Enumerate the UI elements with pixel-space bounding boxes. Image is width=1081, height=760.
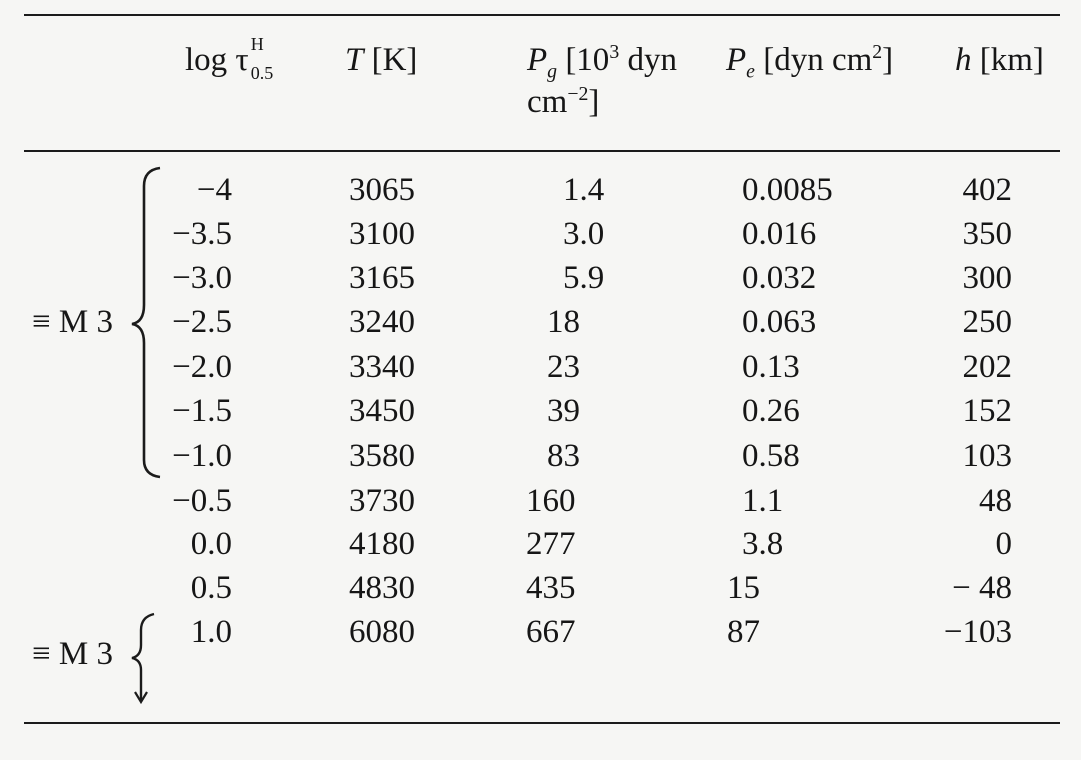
header-tau-sub: 0.5: [250, 63, 274, 83]
header-temperature: T [K]: [345, 40, 417, 80]
cell-log-tau: 1.0: [190, 614, 232, 650]
lower-curly-brace: [131, 612, 155, 700]
header-Pg-var: P: [527, 42, 548, 78]
cell-log-tau: 0.0: [190, 526, 232, 562]
cell-h: 0: [995, 526, 1013, 562]
cell-log-tau: −3.0: [172, 260, 232, 296]
cell-h: 300: [962, 260, 1013, 296]
cell-Pg: 667: [526, 614, 576, 650]
cell-Pe: 87: [727, 614, 760, 650]
header-Pe-sub: e: [746, 60, 755, 83]
down-arrow-icon: [134, 691, 148, 705]
cell-h: 350: [962, 216, 1013, 252]
cell-Pe: 0.032: [742, 260, 817, 296]
header-Pe-var: P: [726, 42, 747, 78]
header-gas-pressure: Pg [103 dyn: [527, 40, 677, 83]
cell-log-tau: −0.5: [172, 483, 232, 519]
header-height: h [km]: [955, 40, 1044, 80]
header-h-unit: [km]: [971, 42, 1044, 78]
cell-Pg: 23: [547, 349, 580, 385]
cell-T: 3450: [349, 393, 415, 429]
cell-Pe: 15: [727, 570, 760, 606]
cell-h: 202: [962, 349, 1013, 385]
cell-T: 3240: [349, 304, 415, 340]
cell-T: 6080: [349, 614, 415, 650]
header-h-var: h: [955, 42, 972, 78]
group-label-upper: ≡ M 3: [32, 304, 113, 340]
cell-Pe: 3.8: [742, 526, 784, 562]
cell-log-tau: −2.0: [172, 349, 232, 385]
header-Pg-unit1: [10: [557, 42, 610, 78]
header-Pe-sup: 2: [872, 41, 883, 63]
cell-Pe: 0.13: [742, 349, 800, 385]
top-rule: [24, 14, 1060, 16]
header-Pe-close: ]: [882, 42, 894, 78]
header-Pg-cm: cm: [527, 84, 568, 120]
cell-Pg: 1.4: [563, 172, 605, 208]
header-gas-pressure-line2: cm−2]: [527, 82, 599, 122]
cell-h: 402: [962, 172, 1013, 208]
header-Pg-cm-sup: −2: [567, 83, 589, 105]
cell-log-tau: −1.0: [172, 438, 232, 474]
cell-T: 3340: [349, 349, 415, 385]
cell-Pg: 18: [547, 304, 580, 340]
cell-T: 3730: [349, 483, 415, 519]
upper-curly-brace: [131, 166, 161, 479]
cell-Pe: 0.016: [742, 216, 817, 252]
header-T-unit: [K]: [363, 42, 418, 78]
cell-Pg: 83: [547, 438, 580, 474]
cell-Pg: 3.0: [563, 216, 605, 252]
cell-T: 3100: [349, 216, 415, 252]
header-tau-sup: H: [250, 34, 264, 54]
cell-T: 3580: [349, 438, 415, 474]
bottom-rule: [24, 722, 1060, 724]
header-log-tau-text: log τ: [185, 42, 249, 78]
header-Pe-unit: [dyn cm: [754, 42, 873, 78]
cell-Pg: 5.9: [563, 260, 605, 296]
cell-h: 48: [979, 483, 1012, 519]
cell-h: − 48: [952, 570, 1012, 606]
cell-Pg: 160: [526, 483, 576, 519]
cell-T: 3165: [349, 260, 415, 296]
group-label-lower: ≡ M 3: [32, 636, 113, 672]
cell-T: 3065: [349, 172, 415, 208]
header-Pg-close: ]: [588, 84, 600, 120]
cell-h: 152: [962, 393, 1013, 429]
cell-Pg: 39: [547, 393, 580, 429]
cell-log-tau: −1.5: [172, 393, 232, 429]
cell-log-tau: 0.5: [190, 570, 232, 606]
header-Pg-unit2: dyn: [619, 42, 677, 78]
header-Pg-sub: g: [547, 60, 558, 83]
cell-Pg: 435: [526, 570, 576, 606]
cell-T: 4180: [349, 526, 415, 562]
cell-Pe: 0.063: [742, 304, 817, 340]
header-rule: [24, 150, 1060, 152]
cell-Pg: 277: [526, 526, 576, 562]
cell-Pe: 0.58: [742, 438, 800, 474]
cell-log-tau: −3.5: [172, 216, 232, 252]
cell-log-tau: −2.5: [172, 304, 232, 340]
cell-h: 250: [962, 304, 1013, 340]
cell-Pe: 1.1: [742, 483, 784, 519]
cell-h: −103: [943, 614, 1012, 650]
header-T-var: T: [345, 42, 364, 78]
cell-log-tau: −4: [196, 172, 232, 208]
header-Pg-sup: 3: [609, 41, 620, 63]
cell-Pe: 0.0085: [742, 172, 833, 208]
cell-T: 4830: [349, 570, 415, 606]
header-electron-pressure: Pe [dyn cm2]: [726, 40, 894, 83]
cell-h: 103: [962, 438, 1013, 474]
cell-Pe: 0.26: [742, 393, 800, 429]
header-log-tau: log τ H 0.5: [185, 34, 289, 83]
